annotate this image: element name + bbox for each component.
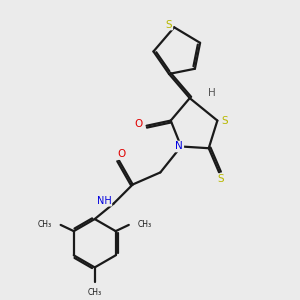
Text: CH₃: CH₃ xyxy=(137,220,152,230)
Text: NH: NH xyxy=(97,196,111,206)
Text: CH₃: CH₃ xyxy=(88,288,102,297)
Text: S: S xyxy=(222,116,228,126)
Text: CH₃: CH₃ xyxy=(38,220,52,230)
Text: S: S xyxy=(218,174,224,184)
Text: O: O xyxy=(135,119,143,129)
Text: N: N xyxy=(176,142,183,152)
Text: S: S xyxy=(166,20,172,29)
Text: O: O xyxy=(118,149,126,159)
Text: H: H xyxy=(208,88,216,98)
